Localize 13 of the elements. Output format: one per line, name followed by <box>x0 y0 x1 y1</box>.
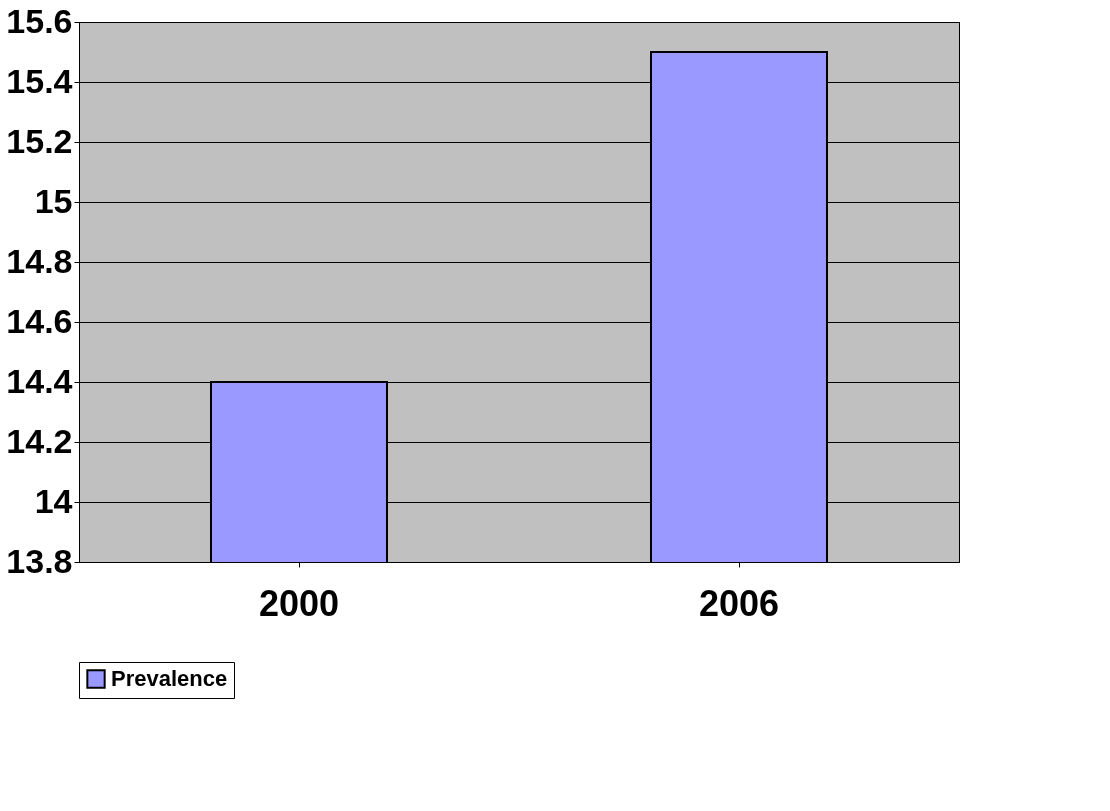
y-tick-label: 15 <box>34 181 73 220</box>
y-tick-label: 14 <box>34 481 73 520</box>
y-tick-label: 15.2 <box>6 121 73 160</box>
y-tick-label: 14.6 <box>6 301 73 340</box>
x-tick-label: 2006 <box>698 582 780 624</box>
x-tick-label: 2000 <box>258 582 340 624</box>
y-tick-label: 14.8 <box>6 241 73 280</box>
y-tick-label: 15.6 <box>6 1 73 40</box>
y-tick-label: 14.4 <box>6 361 73 400</box>
y-tick-label: 13.8 <box>6 541 73 580</box>
y-tick-label: 14.2 <box>6 421 73 460</box>
legend-label: Prevalence <box>111 666 228 691</box>
y-tick-label: 15.4 <box>6 61 73 100</box>
